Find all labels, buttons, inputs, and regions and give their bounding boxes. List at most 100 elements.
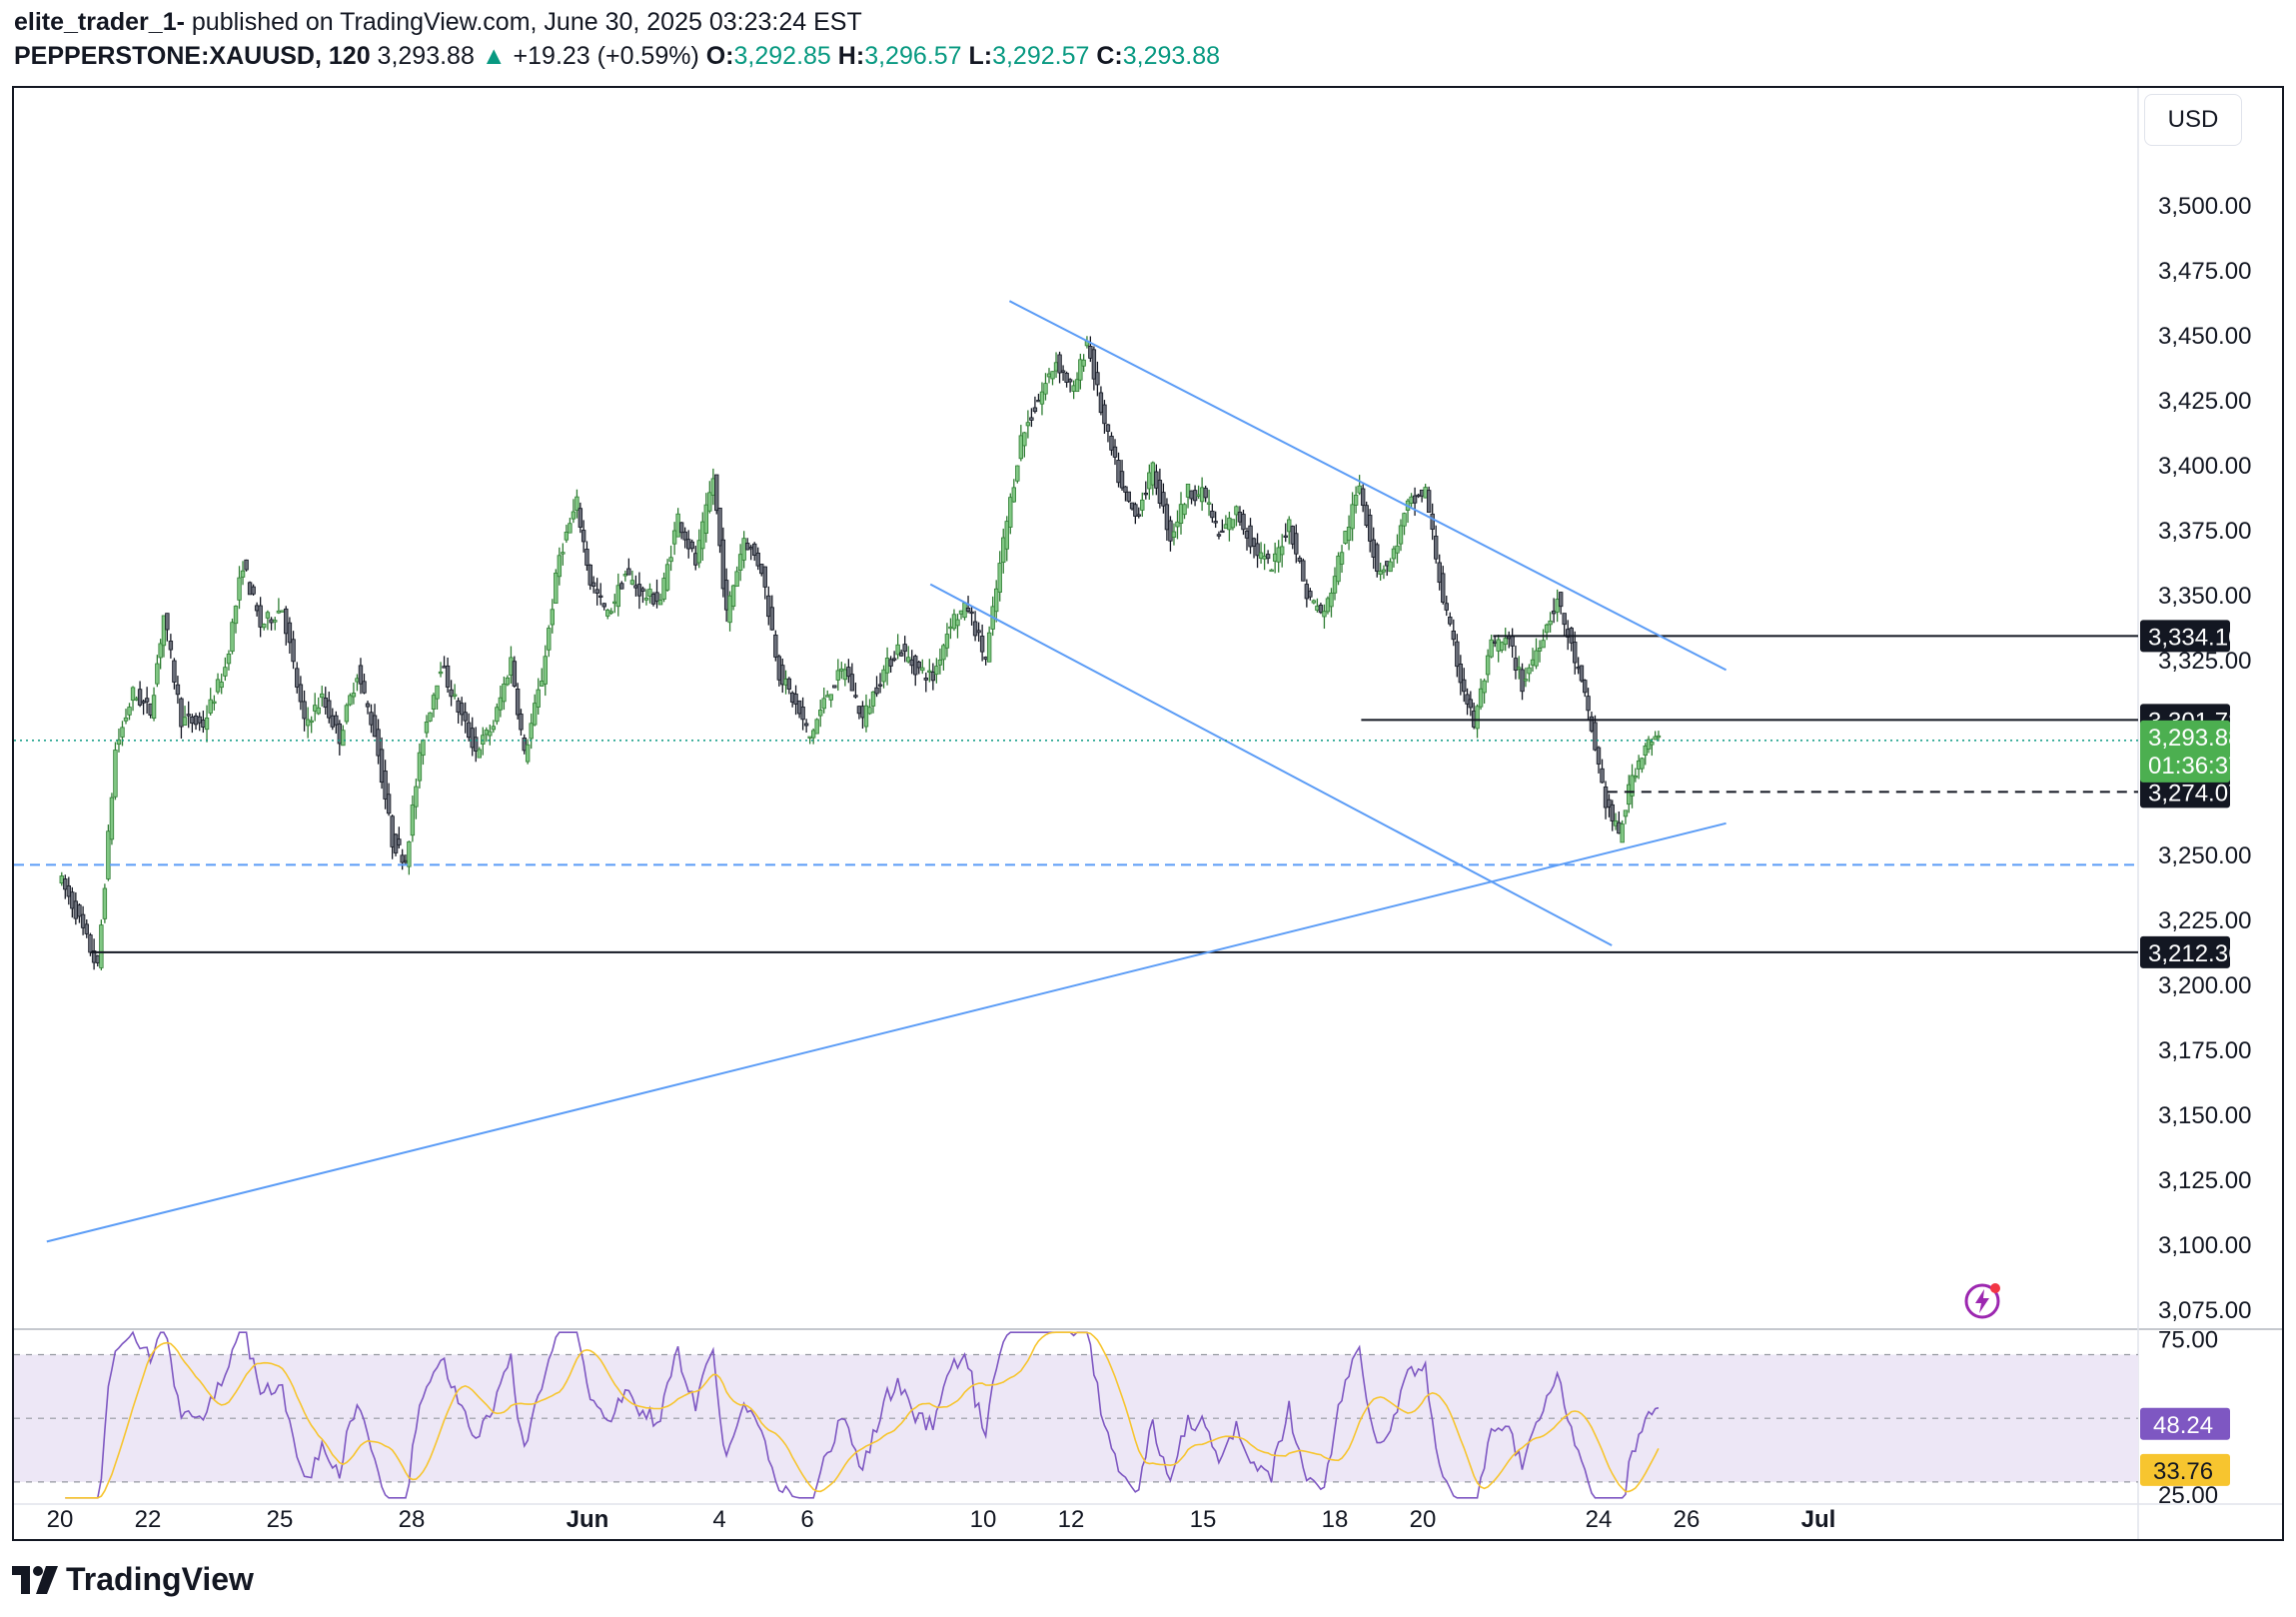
last-price-label: 3,293.88	[2148, 725, 2241, 752]
candle-body	[88, 934, 93, 953]
close-label: C:	[1096, 42, 1123, 70]
candle-body	[615, 585, 620, 608]
price-tick-label: 3,250.00	[2158, 842, 2251, 869]
candle-body	[714, 474, 719, 512]
rsi-tick-label: 75.00	[2158, 1327, 2218, 1354]
candle-body	[1395, 545, 1400, 554]
candle-body	[386, 794, 392, 814]
candle-body	[1430, 513, 1435, 530]
rsi-ma-line	[65, 1331, 1660, 1499]
candle-body	[463, 712, 468, 722]
candle-body	[1203, 488, 1208, 499]
candle-body	[151, 695, 157, 720]
price-tick-label: 3,200.00	[2158, 972, 2251, 999]
candle-body	[723, 580, 729, 611]
candle-body	[1258, 552, 1264, 559]
rsi-ma-bg	[2140, 1453, 2230, 1486]
high-label: H:	[837, 42, 865, 70]
candle-body	[550, 609, 555, 626]
candle-body	[1482, 680, 1487, 694]
currency-selector[interactable]: USD	[2144, 94, 2242, 146]
price-tick-label: 3,375.00	[2158, 518, 2251, 545]
candle-body	[1412, 495, 1418, 504]
candle-body	[803, 723, 809, 727]
candle-body	[920, 667, 925, 672]
candle-body	[1640, 758, 1645, 770]
price-tick-label: 3,125.00	[2158, 1167, 2251, 1194]
tradingview-logo-icon	[12, 1565, 58, 1594]
candle-body	[1091, 349, 1097, 380]
price-tick-label: 3,450.00	[2158, 323, 2251, 350]
candle-body	[561, 552, 566, 555]
candle-body	[123, 717, 129, 722]
level-label: 3,212.36	[2148, 940, 2241, 967]
candle-body	[116, 739, 122, 746]
candle-body	[1206, 502, 1212, 505]
candle-body	[1541, 640, 1546, 649]
candle-body	[1350, 504, 1355, 530]
candle-body	[1656, 735, 1662, 739]
candle-body	[428, 712, 433, 722]
candle-body	[994, 588, 999, 613]
candle-body	[1311, 600, 1317, 604]
rsi-tick-label: 25.00	[2158, 1482, 2218, 1509]
candle-body	[1378, 571, 1383, 576]
candle-body	[835, 670, 840, 681]
candle-body	[571, 511, 576, 520]
candle-body	[1630, 775, 1635, 797]
candle-body	[1593, 722, 1598, 751]
candle-body	[113, 750, 118, 798]
candle-body	[937, 659, 943, 666]
candle-body	[1444, 603, 1449, 611]
high-value: 3,296.57	[864, 42, 962, 70]
candle-body	[1004, 521, 1009, 550]
author-name[interactable]: elite_trader_1-	[14, 8, 185, 36]
level-label-bg	[2140, 935, 2230, 968]
candle-body	[244, 559, 249, 571]
price-tick-label: 3,475.00	[2158, 258, 2251, 285]
candle-body	[1478, 688, 1484, 708]
candle-body	[208, 699, 213, 714]
candle-body	[1633, 776, 1639, 779]
candle-body	[165, 613, 170, 631]
price-tick-label: 3,175.00	[2158, 1037, 2251, 1064]
candle-body	[84, 923, 89, 934]
symbol-line: PEPPERSTONE:XAUUSD, 120 3,293.88 ▲ +19.2…	[14, 42, 1220, 71]
candle-body	[1015, 465, 1020, 482]
candle-body	[881, 669, 886, 683]
candle-body	[295, 668, 300, 688]
candle-body	[577, 508, 583, 528]
candle-body	[1573, 642, 1578, 664]
symbol-name[interactable]: PEPPERSTONE:XAUUSD, 120	[14, 42, 371, 70]
candle-body	[1248, 525, 1253, 548]
candle-body	[584, 549, 589, 566]
candle-body	[102, 887, 108, 919]
candle-body	[689, 541, 694, 550]
candle-body	[179, 698, 184, 728]
candle-body	[1081, 359, 1086, 367]
candle-body	[717, 507, 722, 547]
lightning-alert-icon[interactable]	[1962, 1281, 2002, 1321]
candle-body	[512, 661, 518, 687]
candle-body	[1234, 506, 1239, 516]
candle-body	[554, 573, 559, 605]
tradingview-logo[interactable]: TradingView	[12, 1561, 254, 1598]
candle-body	[233, 606, 239, 625]
candle-body	[1329, 592, 1334, 608]
candle-body	[130, 687, 136, 702]
candle-body	[1241, 514, 1246, 531]
candle-body	[127, 707, 132, 716]
brand-name: TradingView	[66, 1561, 254, 1597]
candle-body	[383, 771, 388, 800]
candle-body	[1269, 569, 1274, 573]
candle-body	[1388, 561, 1393, 573]
candle-body	[568, 523, 573, 534]
candle-body	[1544, 624, 1550, 634]
candle-body	[452, 694, 458, 697]
candle-body	[668, 557, 673, 563]
candle-body	[1523, 679, 1529, 682]
candle-body	[832, 685, 837, 689]
candle-body	[320, 693, 325, 699]
candle-body	[287, 622, 293, 644]
